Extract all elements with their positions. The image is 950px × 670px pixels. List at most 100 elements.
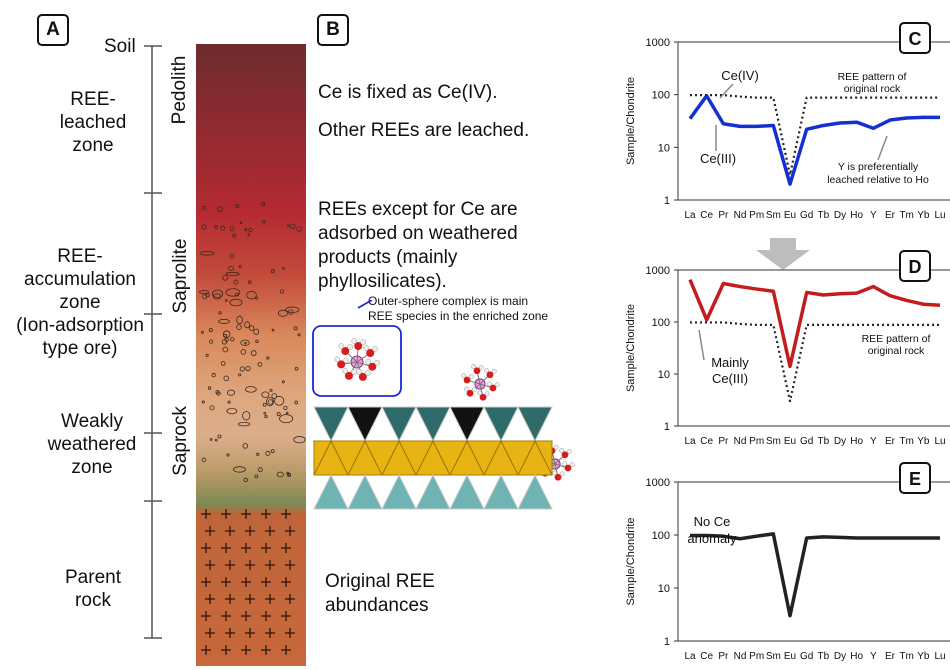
annotation-no-ce-line2: anomaly (687, 531, 737, 546)
chart-frame (677, 269, 950, 427)
x-tick-label: La (684, 651, 696, 662)
chart-frame (677, 41, 950, 201)
series-sample (690, 532, 940, 618)
horizon-pedolith: Pedolith (169, 55, 190, 125)
y-tick-label: 1000 (646, 265, 670, 277)
horizon-saprolite: Saprolite (170, 238, 191, 314)
svg-text:D: D (909, 257, 922, 277)
ce4-arrow (719, 83, 734, 99)
x-tick-label: Pr (718, 436, 729, 447)
x-tick-label: Yb (917, 436, 930, 447)
y-tick-label: 1000 (646, 477, 670, 489)
x-tick-label: Lu (934, 210, 945, 221)
y-axis-label: Sample/Chondrite (625, 304, 637, 392)
x-tick-label: Tb (817, 436, 829, 447)
zone-parent-rock: Parent rock (65, 567, 121, 611)
text-adsorbed: REEs except for Ce are adsorbed on weathe… (318, 199, 518, 292)
x-tick-label: Yb (917, 651, 930, 662)
x-tick-label: La (684, 436, 696, 447)
text-outer-sphere: Outer-sphere complex is main REE species … (368, 294, 549, 323)
x-tick-label: Lu (934, 436, 945, 447)
x-tick-label: Ce (700, 651, 713, 662)
chart-c: 1000 100 10 1 Sample/Chondrite La Ce Pr Nd Pm Sm Eu… (625, 22, 950, 221)
zone-weakly-weathered: Weakly weathered zone (47, 411, 137, 478)
x-tick-label: Gd (800, 436, 813, 447)
series-reference (690, 94, 940, 176)
panel-label-b: B (317, 14, 349, 46)
y-axis-label: Sample/Chondrite (625, 517, 637, 605)
y-tick-label: 10 (658, 583, 670, 595)
chart-frame (677, 481, 950, 642)
x-tick-label: Gd (800, 651, 813, 662)
y-tick-label: 10 (658, 142, 670, 154)
annotation-ce4: Ce(IV) (721, 68, 759, 83)
y-tick-label: 1000 (646, 37, 670, 49)
annotation-ref-line1: REE pattern of (838, 71, 907, 83)
x-tick-label: Nd (734, 651, 747, 662)
annotation-ref-line2: original rock (868, 345, 925, 357)
panel-label-d: D (899, 250, 931, 282)
x-tick-label: Yb (917, 210, 930, 221)
annotation-no-ce-line1: No Ce (694, 514, 731, 529)
profile-scale (144, 45, 162, 639)
y-tick-label: 100 (652, 317, 670, 329)
soil-column (196, 44, 306, 666)
x-tick-label: Tm (899, 210, 913, 221)
text-original-abundances: Original REE abundances (325, 571, 435, 616)
x-tick-label: Er (885, 436, 896, 447)
series-reference (690, 321, 940, 403)
x-tick-label: Tb (817, 210, 829, 221)
x-tick-label: Dy (834, 651, 846, 662)
annotation-ce3: Ce(III) (712, 371, 748, 386)
x-tick-label: Gd (800, 210, 813, 221)
x-tick-label: Ce (700, 436, 713, 447)
x-tick-label: Ho (850, 651, 863, 662)
x-tick-label: Pr (718, 651, 729, 662)
text-others-leached: Other REEs are leached. (318, 120, 530, 141)
x-tick-label: Tm (899, 651, 913, 662)
x-tick-label: Tm (899, 436, 913, 447)
x-tick-label: Sm (766, 436, 781, 447)
y-tick-label: 100 (652, 530, 670, 542)
x-tick-label: Sm (766, 651, 781, 662)
text-ce-fixed: Ce is fixed as Ce(IV). (318, 82, 498, 103)
x-tick-label: Ho (850, 210, 863, 221)
y-tick-label: 1 (664, 636, 670, 648)
x-tick-label: Tb (817, 651, 829, 662)
zone-leached: REE-leached zone (59, 89, 127, 156)
y-tick-label: 1 (664, 421, 670, 433)
x-tick-label: Lu (934, 651, 945, 662)
series-sample (688, 94, 940, 186)
annotation-ref-line1: REE pattern of (862, 333, 931, 345)
chart-d: 1000 100 10 1 Sample/Chondrite La Ce Pr Nd Pm Sm Eu… (625, 250, 950, 447)
x-tick-label: Sm (766, 210, 781, 221)
y-axis-label: Sample/Chondrite (625, 77, 637, 165)
svg-text:E: E (909, 469, 921, 489)
x-tick-label: Y (870, 651, 877, 662)
x-tick-label: Nd (734, 210, 747, 221)
x-tick-label: Eu (784, 651, 796, 662)
annotation-ce3: Ce(III) (700, 151, 736, 166)
x-tick-label: La (684, 210, 696, 221)
x-tick-label: Pr (718, 210, 729, 221)
x-tick-label: Ho (850, 436, 863, 447)
x-tick-label: Pm (749, 210, 764, 221)
x-tick-label: Pm (749, 436, 764, 447)
x-tick-label: Eu (784, 210, 796, 221)
x-tick-label: Pm (749, 651, 764, 662)
y-tick-label: 100 (652, 90, 670, 102)
phyllosilicate-diagram (312, 300, 575, 510)
x-tick-label: Ce (700, 210, 713, 221)
annotation-mainly: Mainly (711, 355, 749, 370)
x-tick-label: Er (885, 210, 896, 221)
zone-accumulation: REE-accumulation zone (Ion-adsorption type … (16, 246, 144, 359)
soil-label: Soil (104, 36, 136, 57)
x-tick-label: Dy (834, 210, 846, 221)
x-tick-label: Y (870, 210, 877, 221)
x-tick-label: Eu (784, 436, 796, 447)
y-tick-label: 10 (658, 369, 670, 381)
panel-label-a: A (37, 14, 69, 46)
series-sample (688, 279, 941, 369)
annotation-y-line1: Y is preferentially (838, 161, 919, 173)
